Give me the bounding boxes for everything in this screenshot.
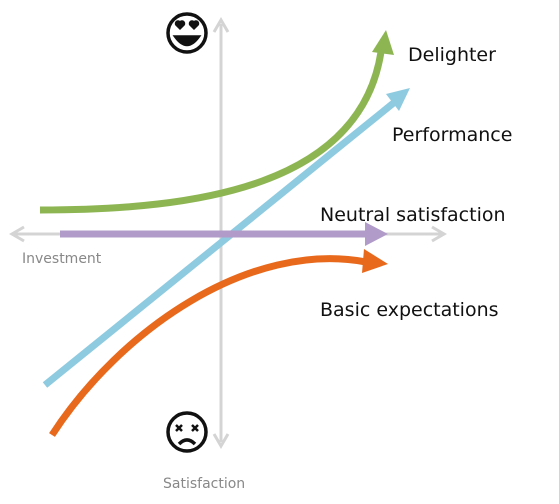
neutral-label: Neutral satisfaction xyxy=(320,204,506,226)
y-axis-label: Satisfaction xyxy=(163,476,245,492)
delighter-label: Delighter xyxy=(408,44,496,66)
delighter-curve xyxy=(39,51,385,214)
y-axis-arrow-bottom xyxy=(212,433,230,449)
y-axis-arrow-top xyxy=(212,17,230,33)
happy-face-icon xyxy=(166,12,208,54)
x-axis-label: Investment xyxy=(22,251,102,267)
basic-label: Basic expectations xyxy=(320,299,499,321)
basic-curve xyxy=(49,255,367,437)
delighter-arrow xyxy=(372,30,394,55)
x-axis-arrow-right xyxy=(431,225,447,243)
neutral-arrow xyxy=(365,222,388,246)
sad-face-icon xyxy=(166,411,208,453)
performance-label: Performance xyxy=(392,124,512,146)
performance-line xyxy=(42,98,399,388)
x-axis-arrow-left xyxy=(9,225,25,243)
basic-arrow xyxy=(362,249,388,273)
performance-arrow xyxy=(386,88,410,111)
